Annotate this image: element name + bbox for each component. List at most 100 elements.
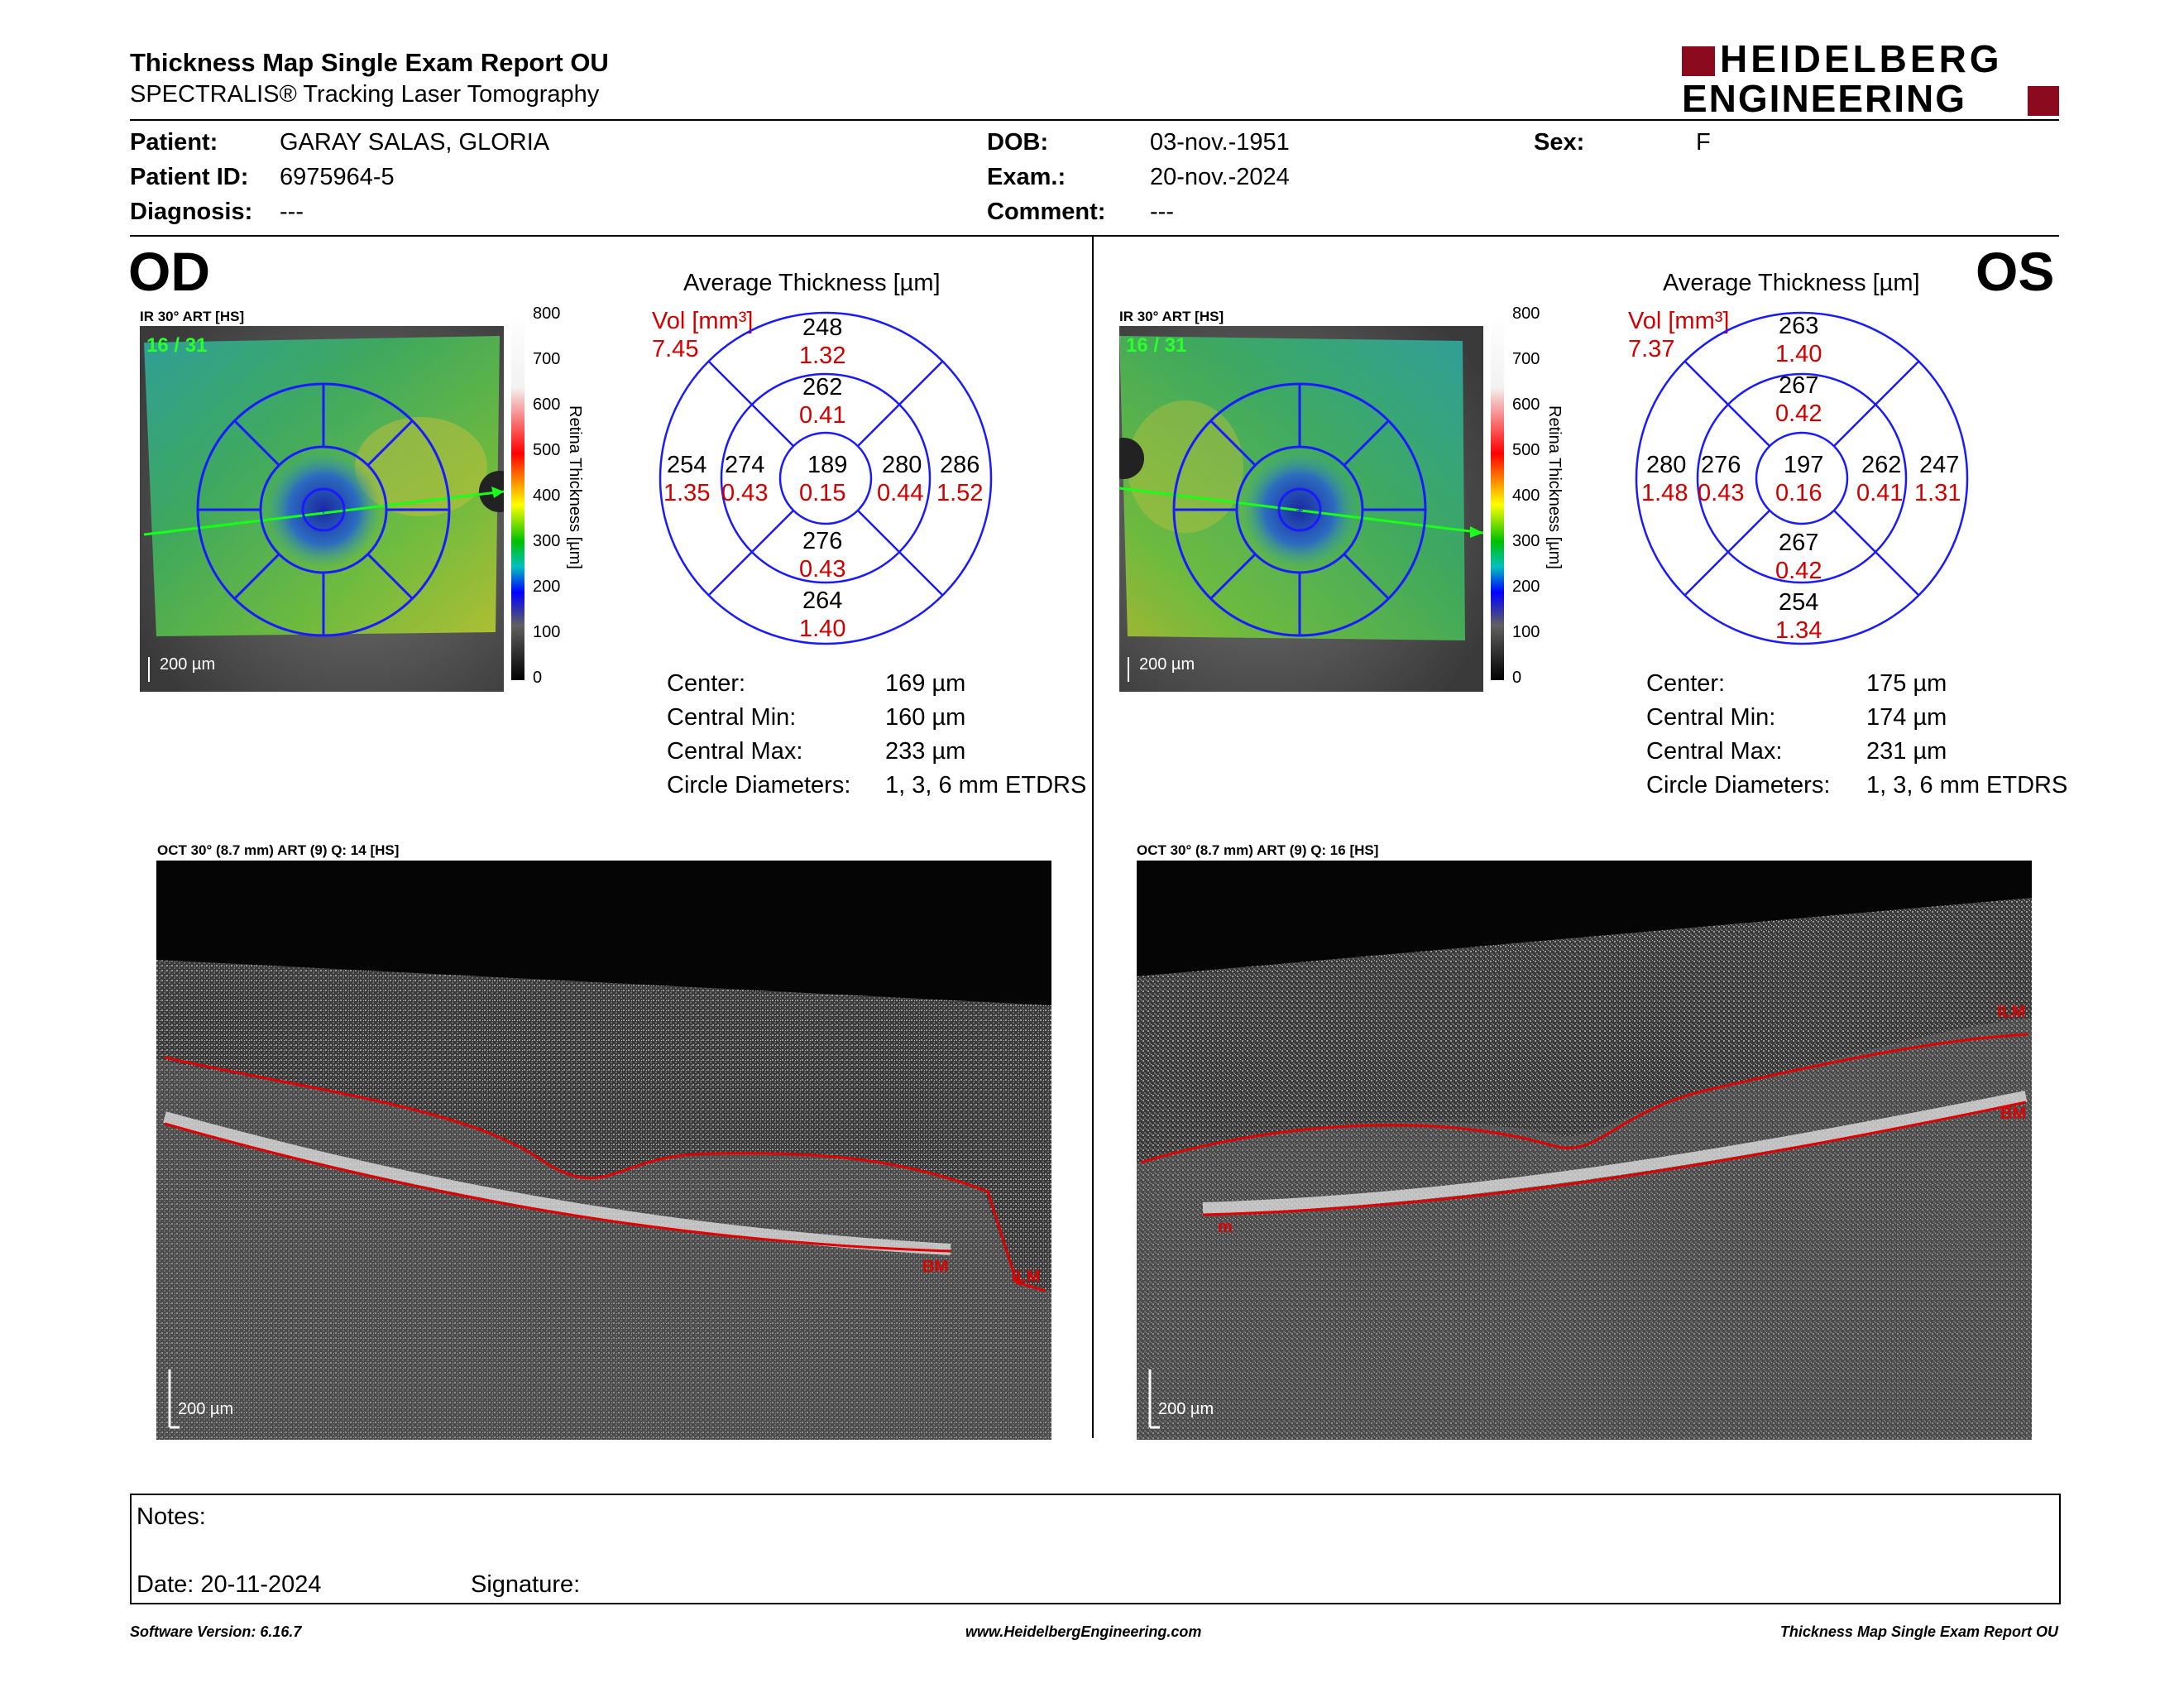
od-ilm-tag: ILM <box>1012 1268 1041 1286</box>
od-inner-right-thick: 280 <box>882 452 922 478</box>
diagnosis-value: --- <box>280 199 304 225</box>
exam-value: 20-nov.-2024 <box>1150 164 1290 190</box>
od-inner-bottom-thick: 276 <box>802 528 843 554</box>
od-vol-label: Vol [mm³] <box>652 308 754 334</box>
od-cb-tick: 600 <box>533 396 561 414</box>
logo-block-bottom <box>2028 86 2059 116</box>
os-colorbar <box>1491 314 1504 680</box>
os-center-vol: 0.16 <box>1775 480 1822 506</box>
os-cb-tick: 0 <box>1512 669 1522 687</box>
patient-label: Patient: <box>130 129 218 156</box>
os-ilm-tag: ILM <box>1997 1003 2026 1021</box>
od-outer-right-vol: 1.52 <box>936 480 984 506</box>
logo-block-top <box>1682 46 1715 76</box>
os-stat-value: 1, 3, 6 mm ETDRS <box>1866 772 2068 798</box>
os-cb-tick: 800 <box>1512 305 1540 323</box>
os-etdrs-grid <box>1635 311 1969 645</box>
os-thickness-map: + <box>1103 326 1484 692</box>
od-oct-scan: 200 µm BM ILM <box>156 861 1051 1440</box>
sex-value: F <box>1696 129 1711 156</box>
os-outer-right-thick: 247 <box>1919 452 1960 478</box>
od-outer-left-thick: 254 <box>667 452 707 478</box>
od-etdrs-grid <box>659 311 993 645</box>
od-cb-tick: 100 <box>533 623 561 641</box>
patient-name: GARAY SALAS, GLORIA <box>280 129 550 156</box>
os-m-tag: m <box>1218 1218 1233 1236</box>
os-cb-tick: 500 <box>1512 441 1540 459</box>
os-outer-left-thick: 280 <box>1646 452 1687 478</box>
od-oct-scale: 200 µm <box>178 1400 234 1418</box>
website-link[interactable]: www.HeidelbergEngineering.com <box>965 1623 1202 1640</box>
os-outer-bottom-vol: 1.34 <box>1775 617 1822 644</box>
od-scale-text: 200 µm <box>160 655 216 674</box>
dob-value: 03-nov.-1951 <box>1150 129 1290 156</box>
os-inner-left-thick: 276 <box>1701 452 1741 478</box>
os-cb-tick: 100 <box>1512 623 1540 641</box>
os-outer-top-vol: 1.40 <box>1775 341 1822 367</box>
eye-divider <box>1092 237 1094 1438</box>
od-stat-value: 169 µm <box>885 670 966 697</box>
os-center-thick: 197 <box>1784 452 1824 478</box>
software-version: Software Version: 6.16.7 <box>130 1623 302 1640</box>
od-oct-label: OCT 30° (8.7 mm) ART (9) Q: 14 [HS] <box>157 842 400 858</box>
od-cb-tick: 200 <box>533 578 561 596</box>
od-frames: 16 / 31 <box>146 334 208 357</box>
od-cb-tick: 800 <box>533 305 561 323</box>
os-stat-label: Center: <box>1646 670 1726 697</box>
os-stat-value: 175 µm <box>1866 670 1947 697</box>
od-avg-title: Average Thickness [µm] <box>683 270 941 296</box>
notes-box[interactable]: Notes: Date: 20-11-2024 Signature: <box>130 1494 2061 1604</box>
od-outer-right-thick: 286 <box>940 452 980 478</box>
od-outer-bottom-thick: 264 <box>802 587 843 614</box>
od-thickness-map: + <box>140 326 520 692</box>
os-outer-left-vol: 1.48 <box>1641 480 1688 506</box>
od-fundus-image: + 16 / 31 200 µm <box>140 326 520 692</box>
od-etdrs-circles <box>659 311 993 645</box>
comment-value: --- <box>1150 199 1174 225</box>
os-oct-label: OCT 30° (8.7 mm) ART (9) Q: 16 [HS] <box>1137 842 1379 858</box>
os-cb-tick: 600 <box>1512 396 1540 414</box>
od-inner-right-vol: 0.44 <box>877 480 924 506</box>
svg-text:+: + <box>1296 504 1303 518</box>
od-inner-bottom-vol: 0.43 <box>799 556 846 583</box>
od-cb-tick: 400 <box>533 487 561 505</box>
logo-line1: HEIDELBERG <box>1720 37 2003 80</box>
os-stat-value: 174 µm <box>1866 704 1947 731</box>
od-cb-tick: 500 <box>533 441 561 459</box>
os-scale-text: 200 µm <box>1139 655 1195 674</box>
os-inner-top-thick: 267 <box>1779 372 1819 399</box>
signature-label: Signature: <box>471 1571 581 1598</box>
od-outer-bottom-vol: 1.40 <box>799 616 846 642</box>
footer-report-name: Thickness Map Single Exam Report OU <box>1779 1623 2058 1640</box>
od-center-vol: 0.15 <box>799 480 846 506</box>
os-avg-title: Average Thickness [µm] <box>1663 270 1920 296</box>
od-cb-tick: 700 <box>533 350 561 368</box>
os-outer-bottom-thick: 254 <box>1779 589 1819 616</box>
os-eye-label: OS <box>1976 241 2055 302</box>
od-stat-label: Central Min: <box>667 704 797 731</box>
os-cb-tick: 300 <box>1512 532 1540 550</box>
od-eye-label: OD <box>128 241 210 302</box>
sex-label: Sex: <box>1534 129 1585 156</box>
os-outer-right-vol: 1.31 <box>1914 480 1961 506</box>
os-vol-value: 7.37 <box>1628 336 1675 362</box>
od-inner-top-thick: 262 <box>802 374 843 400</box>
patient-id-label: Patient ID: <box>130 164 249 190</box>
diagnosis-label: Diagnosis: <box>130 199 253 225</box>
exam-label: Exam.: <box>987 164 1066 190</box>
heidelberg-logo: HEIDELBERG ENGINEERING <box>1682 38 2059 119</box>
os-inner-right-vol: 0.41 <box>1856 480 1904 506</box>
patient-id: 6975964-5 <box>280 164 395 190</box>
od-cb-tick: 0 <box>533 669 543 687</box>
os-frames: 16 / 31 <box>1126 334 1187 357</box>
info-rule <box>130 235 2059 237</box>
svg-text:+: + <box>319 504 327 518</box>
dob-label: DOB: <box>987 129 1049 156</box>
od-scale-bar <box>148 657 150 682</box>
os-stat-label: Central Max: <box>1646 738 1783 765</box>
od-outer-top-thick: 248 <box>802 314 843 341</box>
od-stat-value: 1, 3, 6 mm ETDRS <box>885 772 1087 798</box>
os-bm-tag: BM <box>2000 1105 2027 1123</box>
od-outer-left-vol: 1.35 <box>663 480 711 506</box>
os-stat-value: 231 µm <box>1866 738 1947 765</box>
